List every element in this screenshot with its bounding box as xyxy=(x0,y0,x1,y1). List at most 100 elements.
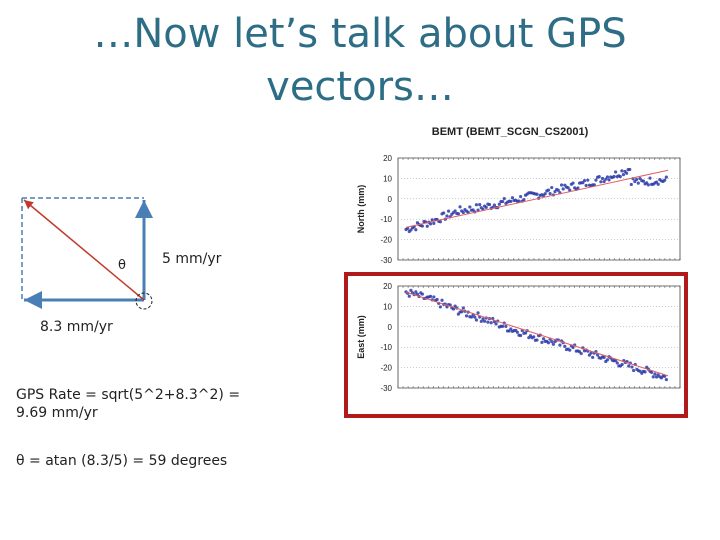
data-point xyxy=(548,191,552,196)
data-point xyxy=(473,315,477,319)
data-point xyxy=(620,169,624,173)
data-point xyxy=(615,361,619,365)
data-point xyxy=(409,288,413,292)
y-tick-label: 0 xyxy=(388,323,393,332)
y-axis-label: East (mm) xyxy=(356,315,366,359)
data-point xyxy=(558,343,562,347)
data-point xyxy=(576,186,580,190)
data-point xyxy=(501,324,505,328)
data-point xyxy=(460,310,464,314)
data-point xyxy=(445,214,449,218)
data-point xyxy=(438,220,442,224)
data-point xyxy=(568,188,572,192)
y-axis-label: North (mm) xyxy=(356,185,366,234)
data-point xyxy=(541,337,546,341)
data-point xyxy=(602,179,606,184)
data-point xyxy=(663,178,667,182)
data-point xyxy=(425,224,429,228)
data-point xyxy=(605,175,610,179)
data-point xyxy=(509,199,513,203)
data-point xyxy=(515,330,519,334)
data-point xyxy=(481,317,485,321)
data-point xyxy=(632,368,636,373)
data-point xyxy=(428,222,433,226)
data-point xyxy=(550,340,554,344)
data-point xyxy=(621,173,626,177)
data-point xyxy=(571,345,575,350)
data-point xyxy=(636,181,640,185)
data-point xyxy=(523,331,528,335)
data-point xyxy=(586,178,590,182)
data-point xyxy=(614,170,618,174)
data-point xyxy=(501,199,505,204)
data-point xyxy=(476,208,480,212)
data-point xyxy=(484,205,488,209)
data-point xyxy=(599,180,603,184)
data-point xyxy=(479,319,483,324)
chart-title: BEMT (BEMT_SCGN_CS2001) xyxy=(431,126,589,138)
gps-rate-line-1: GPS Rate = sqrt(5^2+8.3^2) = xyxy=(16,387,241,403)
y-tick-label: -10 xyxy=(380,343,392,352)
data-point xyxy=(420,292,424,296)
data-point xyxy=(553,190,557,194)
y-tick-label: 0 xyxy=(388,195,393,204)
data-point xyxy=(579,351,583,356)
data-point xyxy=(519,333,523,338)
data-point xyxy=(551,342,555,346)
slide-title-line-1: …Now let’s talk about GPS xyxy=(93,11,627,57)
data-point xyxy=(492,203,497,207)
data-point xyxy=(474,318,479,322)
data-point xyxy=(489,321,493,325)
data-point xyxy=(550,185,554,190)
data-point xyxy=(474,203,479,207)
data-point xyxy=(653,372,657,376)
data-point xyxy=(442,211,446,215)
data-point xyxy=(597,175,601,179)
data-point xyxy=(561,187,565,191)
data-point xyxy=(628,167,632,172)
data-point xyxy=(483,319,487,323)
data-point xyxy=(504,324,508,328)
data-point xyxy=(546,341,551,345)
y-tick-label: -30 xyxy=(380,384,392,392)
data-point xyxy=(456,212,460,216)
data-point xyxy=(487,202,492,207)
theta-calc-text: θ = atan (8.3/5) = 59 degrees xyxy=(16,453,228,469)
east-rate-label: 8.3 mm/yr xyxy=(40,319,113,335)
data-point xyxy=(519,194,523,199)
data-point xyxy=(602,355,606,359)
y-tick-label: -10 xyxy=(380,215,392,224)
data-point xyxy=(420,224,424,228)
y-tick-label: -20 xyxy=(380,364,392,373)
data-point xyxy=(563,344,567,348)
data-point xyxy=(651,375,655,379)
y-tick-label: 20 xyxy=(383,282,392,291)
data-point xyxy=(522,198,526,202)
data-point xyxy=(502,197,506,201)
data-point xyxy=(464,314,469,318)
data-point xyxy=(543,192,547,196)
data-point xyxy=(595,353,600,357)
data-point xyxy=(582,179,587,183)
data-point xyxy=(446,209,451,213)
data-point xyxy=(451,307,456,311)
data-point xyxy=(584,183,588,188)
east-panel: 20 10 0 -10 -20 -30 East (mm) xyxy=(356,282,681,392)
data-point xyxy=(648,176,652,180)
data-point xyxy=(435,297,439,302)
fit-line xyxy=(405,169,669,228)
data-point xyxy=(476,311,480,315)
data-point xyxy=(571,181,575,185)
data-point xyxy=(510,196,515,200)
data-point xyxy=(594,178,598,182)
y-tick-label: 10 xyxy=(383,302,392,311)
data-point xyxy=(566,186,570,190)
gps-rate-text: GPS Rate = sqrt(5^2+8.3^2) = 9.69 mm/yr xyxy=(16,386,240,422)
data-point xyxy=(650,370,654,374)
data-point xyxy=(478,202,482,207)
data-point xyxy=(428,294,433,298)
y-tick-label: -30 xyxy=(380,256,392,264)
theta-label: θ xyxy=(118,258,126,273)
data-point xyxy=(407,294,411,298)
data-point xyxy=(414,228,418,232)
